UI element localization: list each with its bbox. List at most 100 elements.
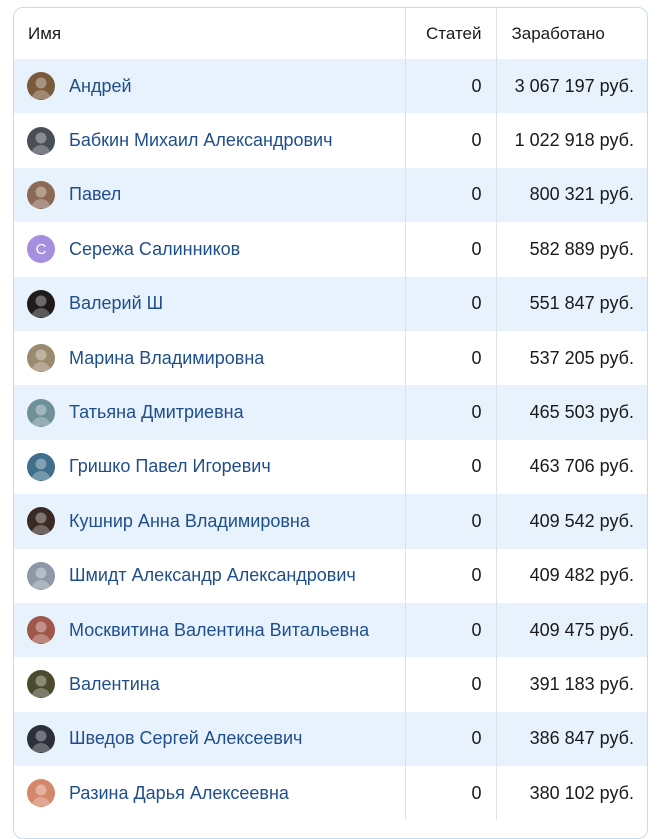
table-row: Шведов Сергей Алексеевич 0 386 847 руб. — [14, 711, 647, 767]
table-row: Кушнир Анна Владимировна 0 409 542 руб. — [14, 494, 647, 549]
articles-count: 0 — [404, 494, 496, 549]
user-entry: Шмидт Александр Александрович — [27, 561, 405, 590]
name-cell: Валентина — [14, 657, 405, 712]
table-row: Бабкин Михаил Александрович 0 1 022 918 ру… — [14, 113, 647, 168]
user-entry: Марина Владимировна — [27, 344, 405, 373]
table-row: Татьяна Дмитриевна 0 465 503 руб. — [14, 385, 647, 440]
user-entry: Андрей — [27, 72, 405, 101]
articles-count: 0 — [404, 548, 496, 603]
user-entry: Москвитина Валентина Витальевна — [27, 616, 405, 645]
column-header-earned[interactable]: Заработано — [495, 8, 647, 59]
table-row: Валерий Ш 0 551 847 руб. — [14, 276, 647, 331]
name-cell: Валерий Ш — [14, 276, 405, 331]
user-name-link[interactable]: Марина Владимировна — [69, 347, 265, 368]
earned-amount: 537 205 руб. — [495, 330, 647, 386]
user-name-link[interactable]: Разина Дарья Алексеевна — [69, 782, 289, 803]
earned-amount: 465 503 руб. — [495, 385, 647, 440]
user-entry: Гришко Павел Игоревич — [27, 452, 405, 481]
name-cell: Андрей — [14, 59, 405, 114]
name-cell: Павел — [14, 167, 405, 223]
articles-count: 0 — [404, 385, 496, 440]
user-name-link[interactable]: Павел — [69, 184, 122, 205]
articles-count: 0 — [404, 167, 496, 223]
earned-amount: 800 321 руб. — [495, 167, 647, 223]
avatar-initial-icon[interactable]: С — [27, 235, 55, 264]
user-name-link[interactable]: Гришко Павел Игоревич — [69, 456, 271, 477]
user-name-link[interactable]: Валерий Ш — [69, 293, 164, 314]
name-cell: Шмидт Александр Александрович — [14, 548, 405, 603]
user-name-link[interactable]: Москвитина Валентина Витальевна — [69, 619, 370, 640]
articles-count: 0 — [404, 766, 496, 821]
user-entry: Павел — [27, 180, 405, 209]
avatar-photo-icon[interactable] — [27, 180, 55, 209]
user-entry: Бабкин Михаил Александрович — [27, 126, 405, 155]
articles-count: 0 — [404, 59, 496, 114]
user-name-link[interactable]: Татьяна Дмитриевна — [69, 402, 244, 423]
user-entry: С Сережа Салинников — [27, 235, 405, 264]
earned-amount: 409 482 руб. — [495, 548, 647, 603]
earnings-leaderboard-card: Имя Статей Заработано Андрей 0 3 067 197 р… — [13, 7, 648, 839]
avatar-photo-icon[interactable] — [27, 452, 55, 481]
column-header-name[interactable]: Имя — [14, 8, 405, 59]
name-cell: Гришко Павел Игоревич — [14, 439, 405, 495]
name-cell: Бабкин Михаил Александрович — [14, 113, 405, 168]
earned-amount: 409 475 руб. — [495, 602, 647, 658]
table-header-row: Имя Статей Заработано — [14, 8, 647, 59]
column-header-articles[interactable]: Статей — [404, 8, 496, 59]
user-name-link[interactable]: Сережа Салинников — [69, 238, 241, 259]
name-cell: Москвитина Валентина Витальевна — [14, 602, 405, 658]
user-name-link[interactable]: Бабкин Михаил Александрович — [69, 130, 333, 151]
articles-count: 0 — [404, 602, 496, 658]
table-row: Разина Дарья Алексеевна 0 380 102 руб. — [14, 766, 647, 821]
name-cell: Татьяна Дмитриевна — [14, 385, 405, 440]
articles-count: 0 — [404, 657, 496, 712]
articles-count: 0 — [404, 711, 496, 767]
user-name-link[interactable]: Андрей — [69, 75, 132, 96]
avatar-photo-icon[interactable] — [27, 507, 55, 536]
table-row: Марина Владимировна 0 537 205 руб. — [14, 330, 647, 386]
earned-amount: 3 067 197 руб. — [495, 59, 647, 114]
earned-amount: 582 889 руб. — [495, 222, 647, 277]
earned-amount: 386 847 руб. — [495, 711, 647, 767]
table-row: Москвитина Валентина Витальевна 0 409 475 … — [14, 602, 647, 658]
avatar-photo-icon[interactable] — [27, 72, 55, 101]
table-row: Андрей 0 3 067 197 руб. — [14, 59, 647, 114]
user-name-link[interactable]: Шведов Сергей Алексеевич — [69, 728, 303, 749]
articles-count: 0 — [404, 439, 496, 495]
table-row: Гришко Павел Игоревич 0 463 706 руб. — [14, 439, 647, 495]
avatar-photo-icon[interactable] — [27, 616, 55, 645]
earned-amount: 391 183 руб. — [495, 657, 647, 712]
avatar-photo-icon[interactable] — [27, 126, 55, 155]
articles-count: 0 — [404, 330, 496, 386]
user-entry: Разина Дарья Алексеевна — [27, 779, 405, 808]
earned-amount: 380 102 руб. — [495, 766, 647, 821]
table-row: Валентина 0 391 183 руб. — [14, 657, 647, 712]
user-name-link[interactable]: Валентина — [69, 673, 160, 694]
user-entry: Кушнир Анна Владимировна — [27, 507, 405, 536]
user-entry: Шведов Сергей Алексеевич — [27, 724, 405, 753]
table-row: С Сережа Салинников 0 582 889 руб. — [14, 222, 647, 277]
avatar-photo-icon[interactable] — [27, 289, 55, 318]
earned-amount: 409 542 руб. — [495, 494, 647, 549]
name-cell: Марина Владимировна — [14, 330, 405, 386]
avatar-photo-icon[interactable] — [27, 344, 55, 373]
avatar-photo-icon[interactable] — [27, 724, 55, 753]
avatar-photo-icon[interactable] — [27, 398, 55, 427]
articles-count: 0 — [404, 276, 496, 331]
avatar-photo-icon[interactable] — [27, 779, 55, 808]
avatar-photo-icon[interactable] — [27, 561, 55, 590]
name-cell: Шведов Сергей Алексеевич — [14, 711, 405, 767]
earned-amount: 463 706 руб. — [495, 439, 647, 495]
articles-count: 0 — [404, 113, 496, 168]
earned-amount: 551 847 руб. — [495, 276, 647, 331]
user-name-link[interactable]: Кушнир Анна Владимировна — [69, 510, 310, 531]
name-cell: С Сережа Салинников — [14, 222, 405, 277]
user-name-link[interactable]: Шмидт Александр Александрович — [69, 565, 356, 586]
avatar-photo-icon[interactable] — [27, 670, 55, 699]
user-entry: Валерий Ш — [27, 289, 405, 318]
articles-count: 0 — [404, 222, 496, 277]
name-cell: Разина Дарья Алексеевна — [14, 766, 405, 821]
user-entry: Татьяна Дмитриевна — [27, 398, 405, 427]
table-row: Павел 0 800 321 руб. — [14, 167, 647, 223]
user-entry: Валентина — [27, 670, 405, 699]
